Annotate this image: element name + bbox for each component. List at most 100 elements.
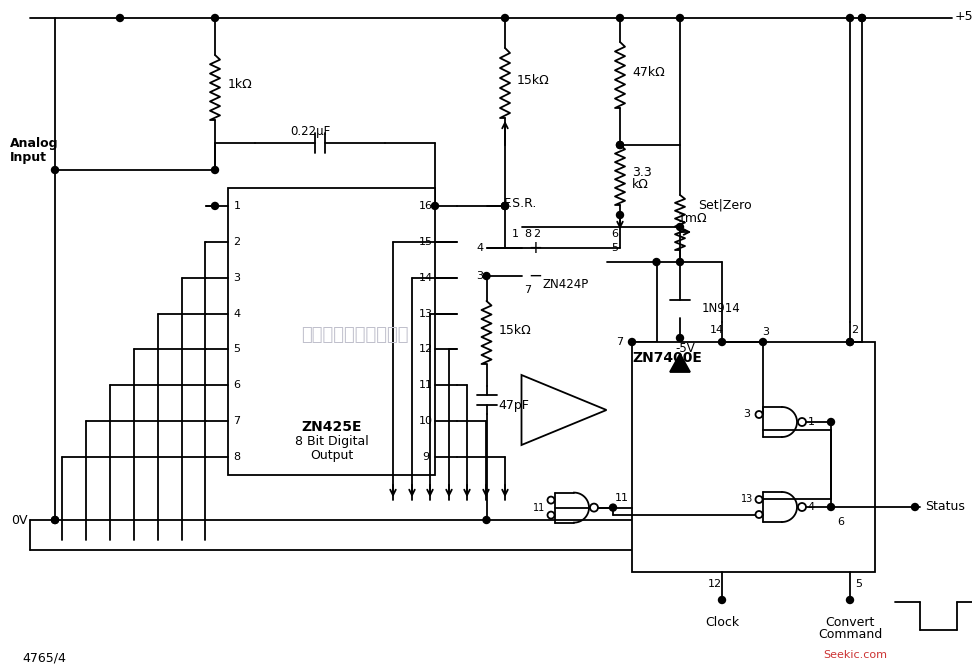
Circle shape [677, 259, 683, 265]
Text: 2: 2 [233, 237, 240, 247]
Circle shape [798, 503, 806, 511]
Circle shape [827, 419, 835, 425]
Text: Analog: Analog [10, 136, 58, 149]
Text: 6: 6 [838, 517, 845, 527]
Circle shape [798, 418, 806, 426]
Text: 1kΩ: 1kΩ [228, 79, 253, 91]
Circle shape [718, 597, 725, 603]
Circle shape [755, 496, 762, 503]
Text: 4765/4: 4765/4 [22, 651, 66, 665]
Text: 杭州容睿科技有限公司: 杭州容睿科技有限公司 [301, 326, 409, 344]
Text: 47kΩ: 47kΩ [632, 65, 665, 79]
Circle shape [718, 339, 725, 345]
Text: 7: 7 [233, 416, 240, 426]
Text: Input: Input [10, 151, 47, 163]
Text: ZN425E: ZN425E [301, 420, 362, 434]
Bar [632, 342, 875, 572]
Circle shape [212, 202, 219, 210]
Text: 14: 14 [419, 273, 434, 283]
Circle shape [432, 202, 438, 210]
Text: 14: 14 [710, 325, 724, 335]
Bar [228, 188, 435, 475]
Text: 15: 15 [419, 237, 433, 247]
Circle shape [759, 339, 767, 345]
Circle shape [629, 339, 636, 345]
Text: 15kΩ: 15kΩ [517, 73, 550, 87]
Circle shape [847, 15, 853, 22]
Circle shape [616, 212, 623, 218]
Circle shape [677, 15, 683, 22]
Text: 1: 1 [233, 201, 240, 211]
Text: 3: 3 [744, 409, 750, 419]
Text: 8: 8 [525, 229, 532, 239]
Text: 3: 3 [233, 273, 240, 283]
Text: 1mΩ: 1mΩ [678, 212, 708, 224]
Circle shape [590, 503, 598, 511]
Text: 6: 6 [611, 229, 618, 239]
Text: ZN424P: ZN424P [543, 278, 589, 290]
Text: 11: 11 [533, 503, 545, 513]
Text: 15kΩ: 15kΩ [499, 325, 532, 337]
Circle shape [212, 167, 219, 173]
Text: 8 Bit Digital: 8 Bit Digital [295, 435, 368, 448]
Text: 13: 13 [741, 494, 753, 504]
Text: 4: 4 [476, 243, 483, 253]
Text: Status: Status [925, 501, 965, 513]
Text: 11: 11 [419, 380, 433, 390]
Text: 3: 3 [762, 327, 770, 337]
Text: 1: 1 [808, 417, 815, 427]
Text: 3: 3 [476, 271, 483, 281]
Circle shape [52, 517, 58, 523]
Circle shape [547, 511, 554, 519]
Text: 8: 8 [233, 452, 240, 462]
Text: 7: 7 [525, 285, 532, 295]
Text: 11: 11 [615, 493, 629, 503]
Text: 13: 13 [419, 308, 433, 319]
Text: 10: 10 [419, 416, 433, 426]
Polygon shape [522, 375, 607, 445]
Circle shape [912, 503, 919, 511]
Text: 1: 1 [511, 229, 518, 239]
Text: F.S.R.: F.S.R. [503, 198, 537, 210]
Text: 7: 7 [616, 337, 624, 347]
Text: Output: Output [310, 448, 353, 462]
Text: 12: 12 [419, 345, 434, 354]
Text: 1N914: 1N914 [702, 302, 741, 314]
Circle shape [547, 497, 554, 503]
Circle shape [858, 15, 865, 22]
Text: 5: 5 [855, 579, 862, 589]
Circle shape [212, 15, 219, 22]
Text: 16: 16 [419, 201, 433, 211]
Text: 3.3: 3.3 [632, 165, 652, 179]
Circle shape [616, 142, 623, 149]
Text: +: + [529, 239, 542, 257]
Circle shape [616, 15, 623, 22]
Circle shape [502, 202, 508, 210]
Circle shape [847, 339, 853, 345]
Text: 5: 5 [233, 345, 240, 354]
Polygon shape [670, 354, 690, 372]
Text: +5V: +5V [955, 9, 972, 22]
Circle shape [677, 335, 683, 341]
Text: 4: 4 [808, 502, 815, 512]
Text: kΩ: kΩ [632, 179, 649, 192]
Circle shape [755, 511, 762, 518]
Text: 6: 6 [233, 380, 240, 390]
Text: 4: 4 [233, 308, 240, 319]
Circle shape [502, 202, 508, 210]
Circle shape [755, 411, 762, 418]
Text: 2: 2 [851, 325, 858, 335]
Circle shape [653, 259, 660, 265]
Text: −: − [529, 267, 542, 285]
Circle shape [827, 503, 835, 511]
Circle shape [483, 517, 490, 523]
Circle shape [847, 597, 853, 603]
Circle shape [117, 15, 123, 22]
Text: 9: 9 [423, 452, 430, 462]
Circle shape [847, 339, 853, 345]
Text: 0.22μF: 0.22μF [290, 124, 330, 138]
Circle shape [52, 167, 58, 173]
Circle shape [483, 273, 490, 280]
Circle shape [609, 504, 616, 511]
Circle shape [502, 15, 508, 22]
